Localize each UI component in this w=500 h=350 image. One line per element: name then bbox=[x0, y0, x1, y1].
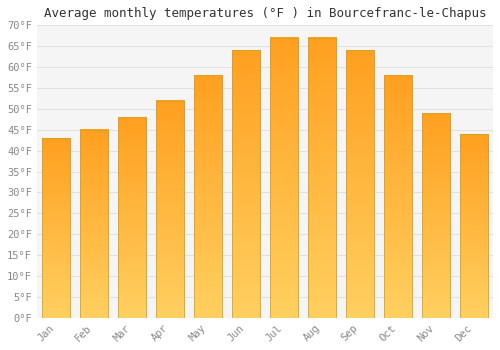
Bar bbox=[422, 113, 450, 318]
Bar bbox=[384, 76, 412, 318]
Bar bbox=[118, 117, 146, 318]
Bar bbox=[384, 76, 412, 318]
Bar bbox=[194, 76, 222, 318]
Bar bbox=[156, 100, 184, 318]
Bar bbox=[118, 117, 146, 318]
Bar bbox=[460, 134, 488, 318]
Bar bbox=[194, 76, 222, 318]
Bar bbox=[270, 38, 298, 318]
Bar bbox=[42, 138, 70, 318]
Bar bbox=[156, 100, 184, 318]
Bar bbox=[346, 50, 374, 318]
Bar bbox=[80, 130, 108, 318]
Bar bbox=[232, 50, 260, 318]
Bar bbox=[346, 50, 374, 318]
Bar bbox=[232, 50, 260, 318]
Title: Average monthly temperatures (°F ) in Bourcefranc-le-Chapus: Average monthly temperatures (°F ) in Bo… bbox=[44, 7, 486, 20]
Bar bbox=[80, 130, 108, 318]
Bar bbox=[270, 38, 298, 318]
Bar bbox=[42, 138, 70, 318]
Bar bbox=[308, 38, 336, 318]
Bar bbox=[460, 134, 488, 318]
Bar bbox=[422, 113, 450, 318]
Bar bbox=[308, 38, 336, 318]
